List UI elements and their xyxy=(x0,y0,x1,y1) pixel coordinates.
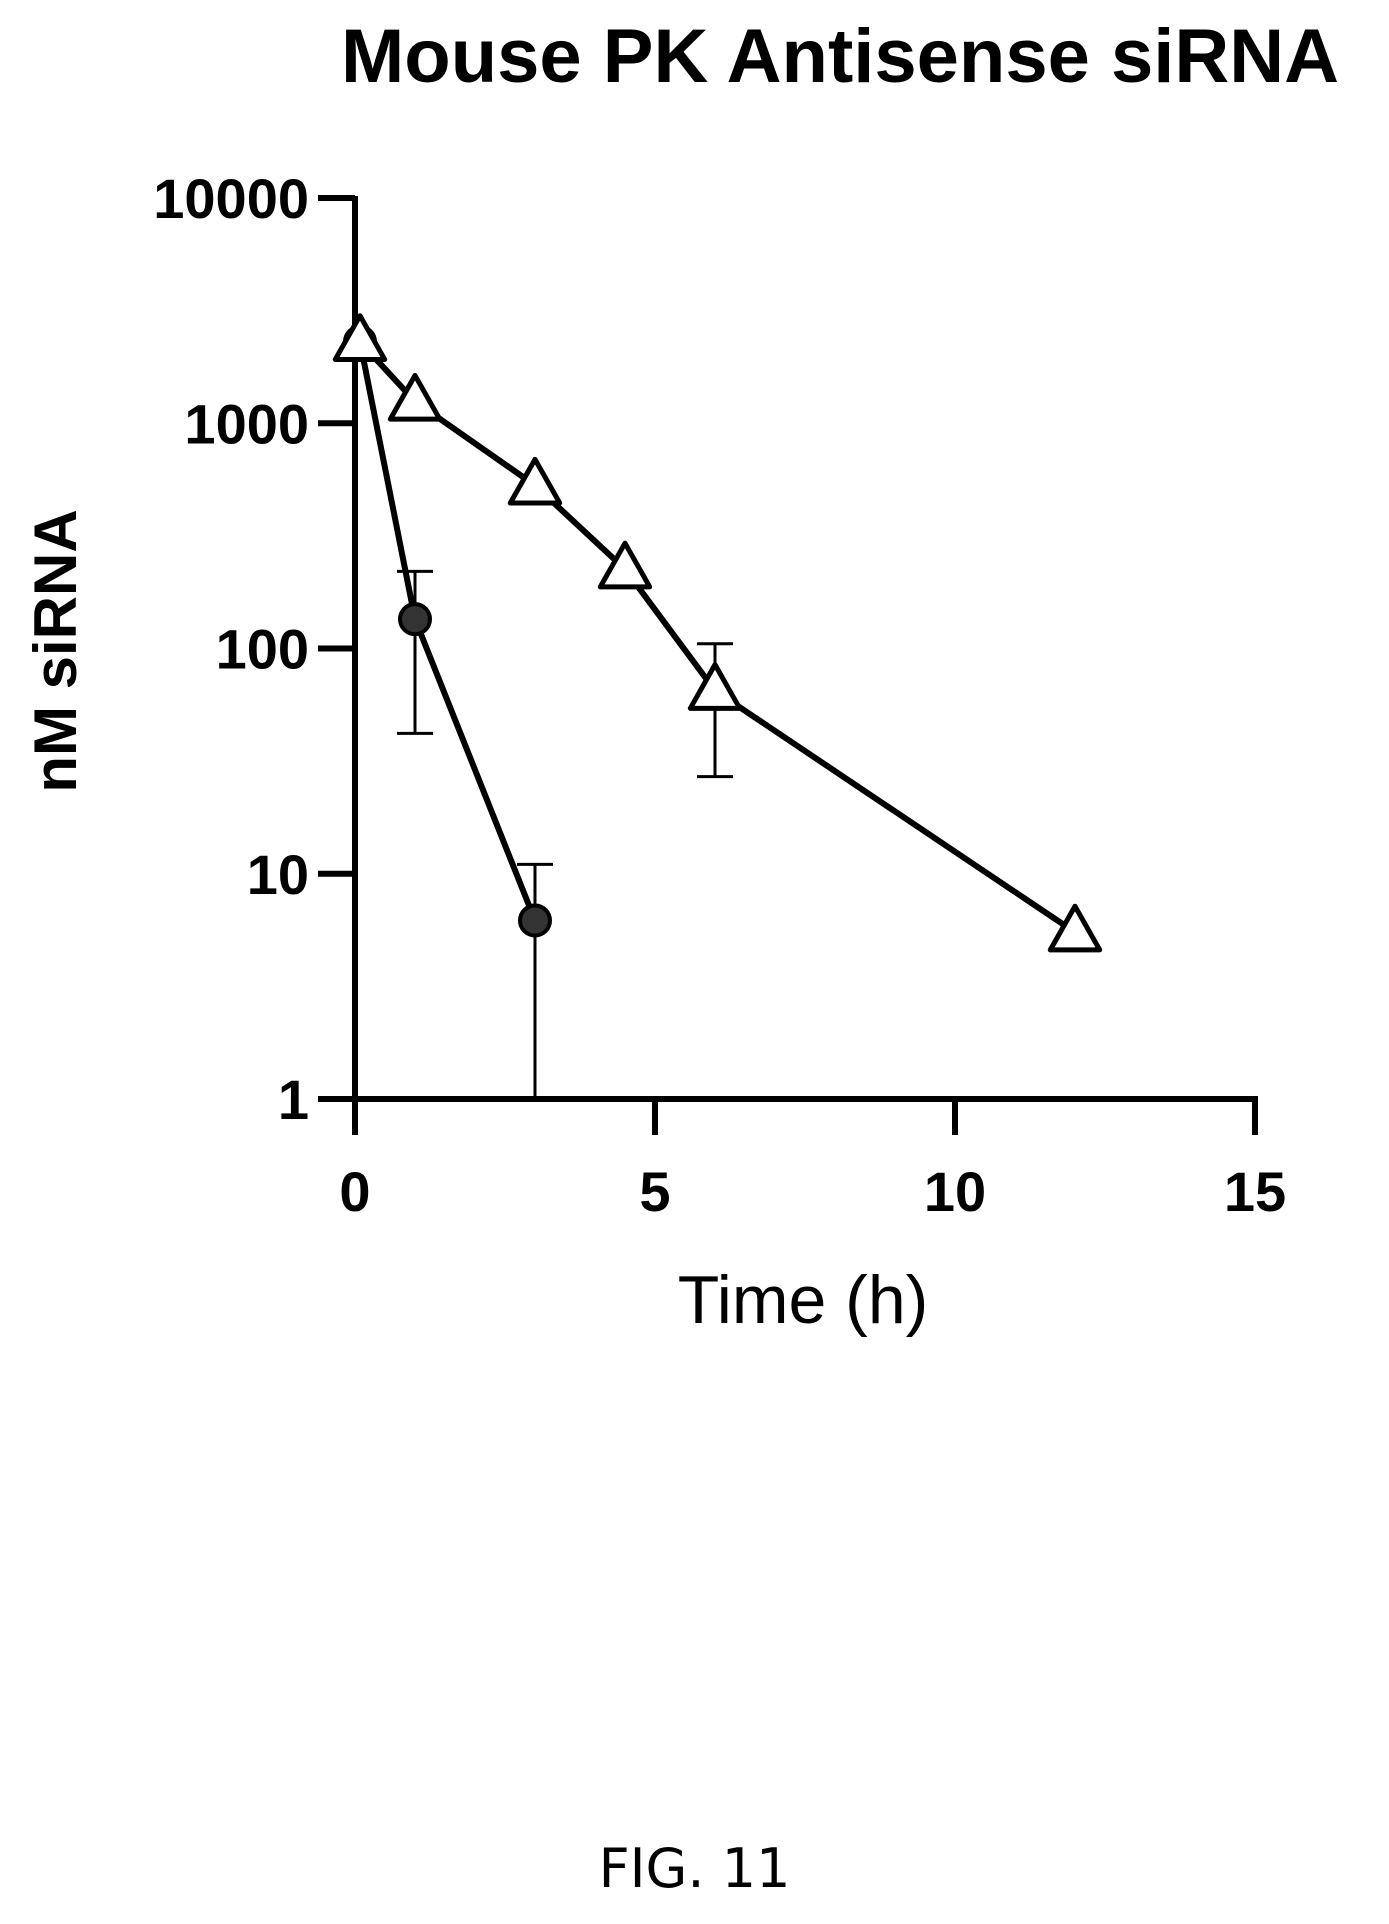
point-0-2 xyxy=(518,903,552,938)
y-axis-label: nM siRNA xyxy=(22,509,89,792)
point-1-2 xyxy=(507,456,563,506)
x-tick-label-1: 5 xyxy=(639,1160,670,1223)
point-1-3 xyxy=(597,540,653,590)
series-1 xyxy=(332,313,1103,953)
y-tick-label-1: 10 xyxy=(247,843,309,906)
series-layer xyxy=(332,313,1103,1101)
point-1-1 xyxy=(387,372,443,422)
y-tick-label-0: 1 xyxy=(278,1068,309,1131)
y-tick-label-2: 100 xyxy=(216,618,309,681)
series-line-1 xyxy=(357,339,1077,935)
axis-ticks: 1 10 100 1000 10000 0 5 10 15 xyxy=(153,167,1286,1223)
point-1-5 xyxy=(1047,903,1103,953)
point-1-0 xyxy=(332,313,388,362)
x-tick-label-2: 10 xyxy=(924,1160,986,1223)
point-0-1 xyxy=(398,602,432,637)
x-axis-label: Time (h) xyxy=(678,1262,929,1338)
series-line-0 xyxy=(357,341,538,922)
axes xyxy=(352,196,1258,1102)
figure-label: FIG. 11 xyxy=(598,1837,791,1900)
x-tick-label-0: 0 xyxy=(339,1160,370,1223)
y-tick-label-3: 1000 xyxy=(184,392,309,455)
chart-title: Mouse PK Antisense siRNA xyxy=(341,14,1339,99)
x-tick-label-3: 15 xyxy=(1224,1160,1286,1223)
point-1-4 xyxy=(687,662,743,711)
series-0 xyxy=(342,324,553,1101)
y-tick-label-4: 10000 xyxy=(153,167,309,230)
